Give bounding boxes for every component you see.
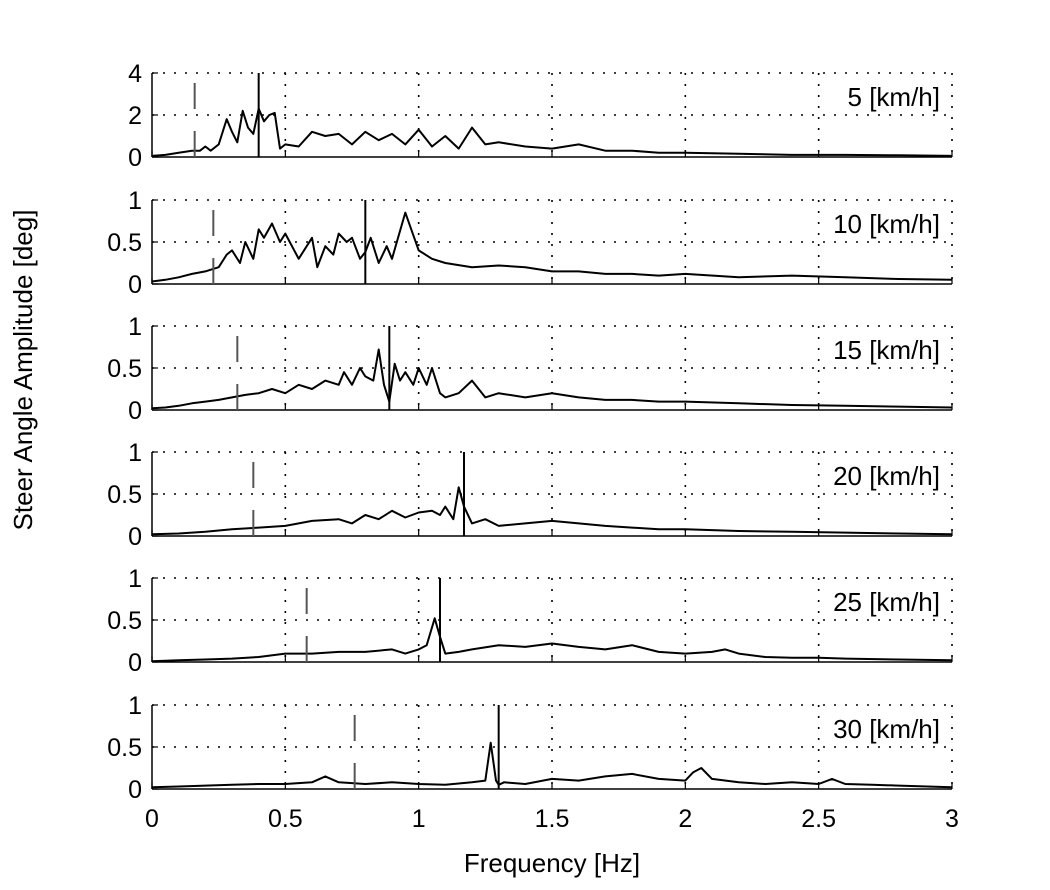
y-tick-label: 0.5	[107, 734, 142, 762]
amplitude-series-line	[151, 107, 953, 157]
y-tick-label: 0	[128, 649, 142, 677]
y-tick-label: 0.5	[107, 607, 142, 635]
y-tick-label: 1	[128, 187, 142, 215]
y-tick-label: 0.5	[107, 355, 142, 383]
x-tick-label: 1	[412, 805, 426, 833]
y-tick-label: 0	[128, 144, 142, 172]
y-tick-label: 1	[128, 313, 142, 341]
amplitude-series-line	[151, 211, 953, 283]
panel-speed-label: 25 [km/h]	[833, 587, 940, 617]
amplitude-series-line	[151, 486, 953, 536]
y-tick-label: 0	[128, 397, 142, 425]
subplot-panel: 0 0.5 1 10 [km/h]	[107, 187, 953, 299]
panel-speed-label: 30 [km/h]	[833, 714, 940, 744]
y-tick-label: 4	[128, 60, 142, 88]
x-tick-label: 0	[145, 805, 159, 833]
y-tick-label: 0	[128, 776, 142, 804]
y-axis-title: Steer Angle Amplitude [deg]	[8, 210, 38, 531]
subplot-panel: 0 0.5 1 20 [km/h]	[107, 439, 953, 551]
y-tick-label: 0	[128, 271, 142, 299]
x-tick-label: 2	[678, 805, 692, 833]
x-tick-label: 3	[945, 805, 959, 833]
y-tick-label: 2	[128, 102, 142, 130]
y-tick-label: 1	[128, 439, 142, 467]
y-tick-label: 0	[128, 523, 142, 551]
y-tick-label: 1	[128, 692, 142, 720]
x-axis: 0 0.5 1 1.5 2 2.5 3	[145, 805, 959, 833]
x-axis-title: Frequency [Hz]	[464, 848, 640, 878]
subplot-panel: 0 0.5 1 25 [km/h]	[107, 565, 953, 677]
y-tick-label: 1	[128, 565, 142, 593]
y-tick-label: 0.5	[107, 229, 142, 257]
amplitude-series-line	[151, 741, 953, 789]
amplitude-series-line	[151, 348, 953, 410]
amplitude-series-line	[151, 617, 953, 663]
panel-speed-label: 5 [km/h]	[848, 82, 940, 112]
x-tick-label: 2.5	[801, 805, 836, 833]
x-tick-label: 1.5	[535, 805, 570, 833]
subplot-panel: 0 2 4 5 [km/h]	[128, 60, 953, 172]
x-tick-label: 0.5	[268, 805, 303, 833]
panel-speed-label: 10 [km/h]	[833, 209, 940, 239]
y-tick-label: 0.5	[107, 481, 142, 509]
subplot-panel: 0 0.5 1 30 [km/h]	[107, 692, 953, 804]
panel-speed-label: 20 [km/h]	[833, 461, 940, 491]
panel-speed-label: 15 [km/h]	[833, 335, 940, 365]
subplot-panel: 0 0.5 1 15 [km/h]	[107, 313, 953, 425]
